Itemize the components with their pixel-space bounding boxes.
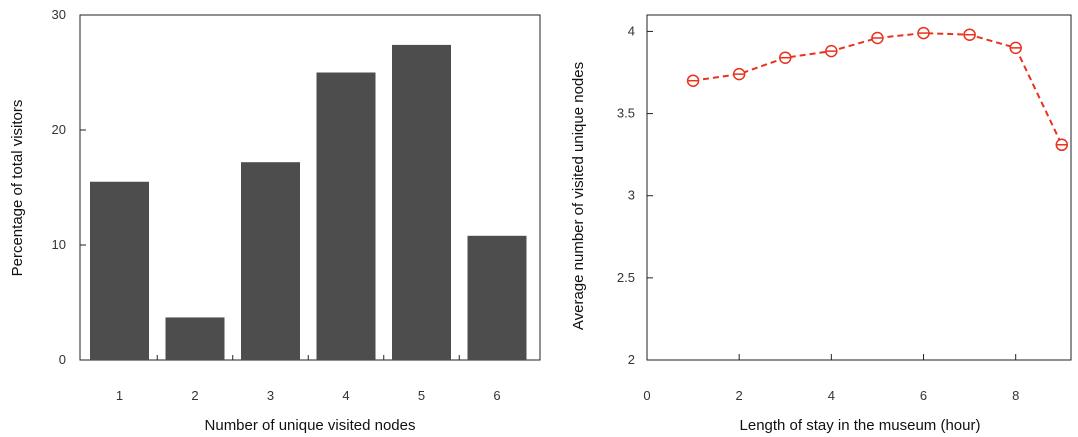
line-chart-frame	[646, 14, 1072, 361]
bar-chart-x-tick-label: 6	[493, 388, 500, 403]
bar-chart-bars	[90, 44, 527, 361]
line-chart-x-tick-label: 0	[643, 388, 650, 403]
line-chart-y-axis-title: Average number of visited unique nodes	[570, 62, 587, 330]
bar-4	[316, 72, 376, 360]
line-series-path	[692, 32, 1063, 146]
line-chart-x-tick-label: 8	[1012, 388, 1019, 403]
line-chart-x-tick-label: 6	[920, 388, 927, 403]
bar-chart-x-tick-label: 2	[191, 388, 198, 403]
bar-3	[241, 162, 300, 360]
line-chart-x-axis: 0 2 4 6 8	[643, 354, 1019, 403]
line-point-2	[732, 67, 746, 81]
bar-2	[165, 317, 225, 360]
line-chart-series	[686, 26, 1069, 152]
bar-chart-x-tick-label: 1	[116, 388, 123, 403]
line-point-7	[963, 28, 976, 41]
line-point-5	[871, 31, 884, 45]
line-chart-x-axis-title: Length of stay in the museum (hour)	[740, 417, 981, 434]
bar-chart-x-tick-label: 4	[342, 388, 349, 403]
bar-chart-y-tick-label: 30	[52, 7, 66, 22]
bar-chart-x-tick-label: 3	[267, 388, 274, 403]
line-chart-y-tick-label: 3	[628, 188, 635, 203]
bar-chart-y-tick-label: 10	[52, 237, 66, 252]
bar-chart-y-axis-title: Percentage of total visitors	[9, 100, 26, 277]
line-chart-x-tick-label: 2	[736, 388, 743, 403]
bar-6	[467, 235, 527, 360]
line-point-8	[1009, 41, 1022, 55]
bar-1	[90, 181, 149, 360]
line-chart-y-tick-label: 2.5	[617, 270, 635, 285]
line-chart-y-tick-label: 4	[628, 23, 635, 38]
bar-chart-x-axis: 1 2 3 4 5 6	[116, 355, 501, 403]
bar-chart-y-tick-label: 20	[52, 122, 66, 137]
line-chart-y-tick-label: 2	[628, 352, 635, 367]
bar-chart-x-tick-label: 5	[418, 388, 425, 403]
line-chart: 2 2.5 3 3.5 4 0 2 4 6 8 Length of stay in the mu…	[570, 14, 1072, 434]
bar-5	[392, 44, 451, 361]
line-chart-y-tick-label: 3.5	[617, 106, 635, 121]
line-point-9	[1055, 138, 1069, 152]
line-point-6	[917, 26, 930, 40]
line-chart-x-tick-label: 4	[828, 388, 835, 403]
bar-chart-x-axis-title: Number of unique visited nodes	[205, 417, 416, 434]
line-chart-y-axis: 2 2.5 3 3.5 4	[617, 23, 653, 367]
bar-chart: 0 10 20 30 1 2 3 4 5 6 Number of unique visited …	[9, 7, 541, 434]
line-point-3	[779, 51, 792, 64]
bar-chart-frame	[79, 14, 541, 361]
bar-chart-y-tick-label: 0	[59, 352, 66, 367]
bar-chart-y-axis: 0 10 20 30	[52, 7, 86, 367]
line-point-1	[686, 74, 700, 87]
line-point-4	[825, 44, 838, 58]
